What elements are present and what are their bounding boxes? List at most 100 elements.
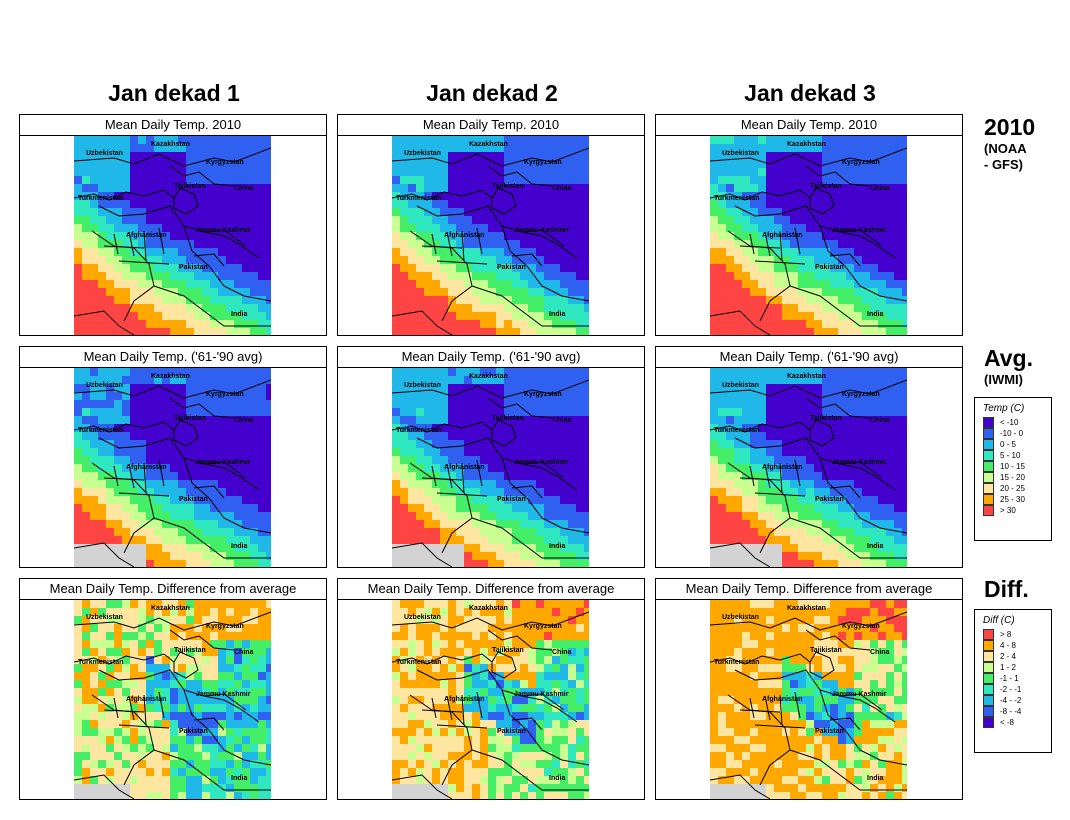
map-cell: [846, 136, 854, 144]
map-cell: [758, 368, 766, 376]
map-cell: [480, 544, 488, 552]
map-cell: [528, 488, 536, 496]
map-cell: [886, 224, 894, 232]
map-cell: [758, 168, 766, 176]
map-cell: [846, 216, 854, 224]
map-cell: [710, 464, 718, 472]
map-cell: [448, 248, 456, 256]
map-cell: [226, 160, 234, 168]
map-cell: [234, 168, 242, 176]
map-cell: [130, 760, 138, 768]
map-cell: [766, 416, 774, 424]
map-cell: [448, 208, 456, 216]
map-cell: [202, 480, 210, 488]
map-cell: [408, 648, 416, 656]
map-cell: [846, 448, 854, 456]
map-cell: [408, 504, 416, 512]
map-cell: [90, 688, 98, 696]
map-cell: [894, 504, 902, 512]
map-cell: [90, 776, 98, 784]
map-cell: [162, 696, 170, 704]
map-cell: [504, 496, 512, 504]
map-cell: [416, 688, 424, 696]
map-cell: [226, 304, 234, 312]
map-cell: [416, 544, 424, 552]
map-cell: [162, 368, 170, 376]
map-cell: [162, 240, 170, 248]
map-cell: [464, 200, 472, 208]
border-line: [74, 189, 175, 201]
map-cell: [584, 480, 589, 488]
map-cell: [536, 640, 544, 648]
map-cell: [170, 144, 178, 152]
map-cell: [726, 472, 734, 480]
map-cell: [210, 504, 218, 512]
map-cell: [146, 280, 154, 288]
map-cell: [186, 448, 194, 456]
map-cell: [234, 560, 242, 567]
map-cell: [512, 448, 520, 456]
map-cell: [234, 776, 242, 784]
map-cell: [194, 160, 202, 168]
map-cell: [250, 696, 258, 704]
map-cell: [766, 144, 774, 152]
map-cell: [822, 376, 830, 384]
map-cell: [250, 736, 258, 744]
map-cell: [520, 224, 528, 232]
map-cell: [250, 512, 258, 520]
map-cell: [504, 608, 512, 616]
map-cell: [154, 272, 162, 280]
map-cell: [790, 536, 798, 544]
map-cell: [416, 488, 424, 496]
map-cell: [186, 272, 194, 280]
map-cell: [392, 232, 400, 240]
map-cell: [202, 528, 210, 536]
map-cell: [512, 272, 520, 280]
map-cell: [862, 272, 870, 280]
map-cell: [774, 224, 782, 232]
map-cell: [82, 432, 90, 440]
map-cell: [584, 400, 589, 408]
map-cell: [162, 144, 170, 152]
map-cell: [122, 464, 130, 472]
map-cell: [90, 160, 98, 168]
map-cell: [838, 224, 846, 232]
map-cell: [82, 448, 90, 456]
map-cell: [178, 680, 186, 688]
map-cell: [472, 176, 480, 184]
map-cell: [576, 464, 584, 472]
map-cell: [82, 648, 90, 656]
map-cell: [488, 168, 496, 176]
map-cell: [448, 200, 456, 208]
map-label: Jammu Kashmir: [832, 459, 887, 466]
map-cell: [106, 664, 114, 672]
map-cell: [226, 552, 234, 560]
map-cell: [552, 248, 560, 256]
map-cell: [496, 280, 504, 288]
map-cell: [250, 456, 258, 464]
map-cell: [520, 672, 528, 680]
map-cell: [106, 480, 114, 488]
map-cell: [902, 216, 907, 224]
map-cell: [130, 232, 138, 240]
map-cell: [520, 448, 528, 456]
map-cell: [560, 640, 568, 648]
map-cell: [710, 432, 718, 440]
map-cell: [464, 304, 472, 312]
map-cell: [440, 376, 448, 384]
map-cell: [106, 600, 114, 608]
map-cell: [552, 376, 560, 384]
map-cell: [122, 656, 130, 664]
map-cell: [202, 264, 210, 272]
map-cell: [408, 304, 416, 312]
map-cell: [488, 632, 496, 640]
map-cell: [584, 664, 589, 672]
map-cell: [758, 184, 766, 192]
map-cell: [894, 520, 902, 528]
map-cell: [408, 632, 416, 640]
map-cell: [734, 320, 742, 328]
map-cell: [432, 160, 440, 168]
map-cell: [846, 256, 854, 264]
map-cell: [416, 368, 424, 376]
map-cell: [194, 184, 202, 192]
